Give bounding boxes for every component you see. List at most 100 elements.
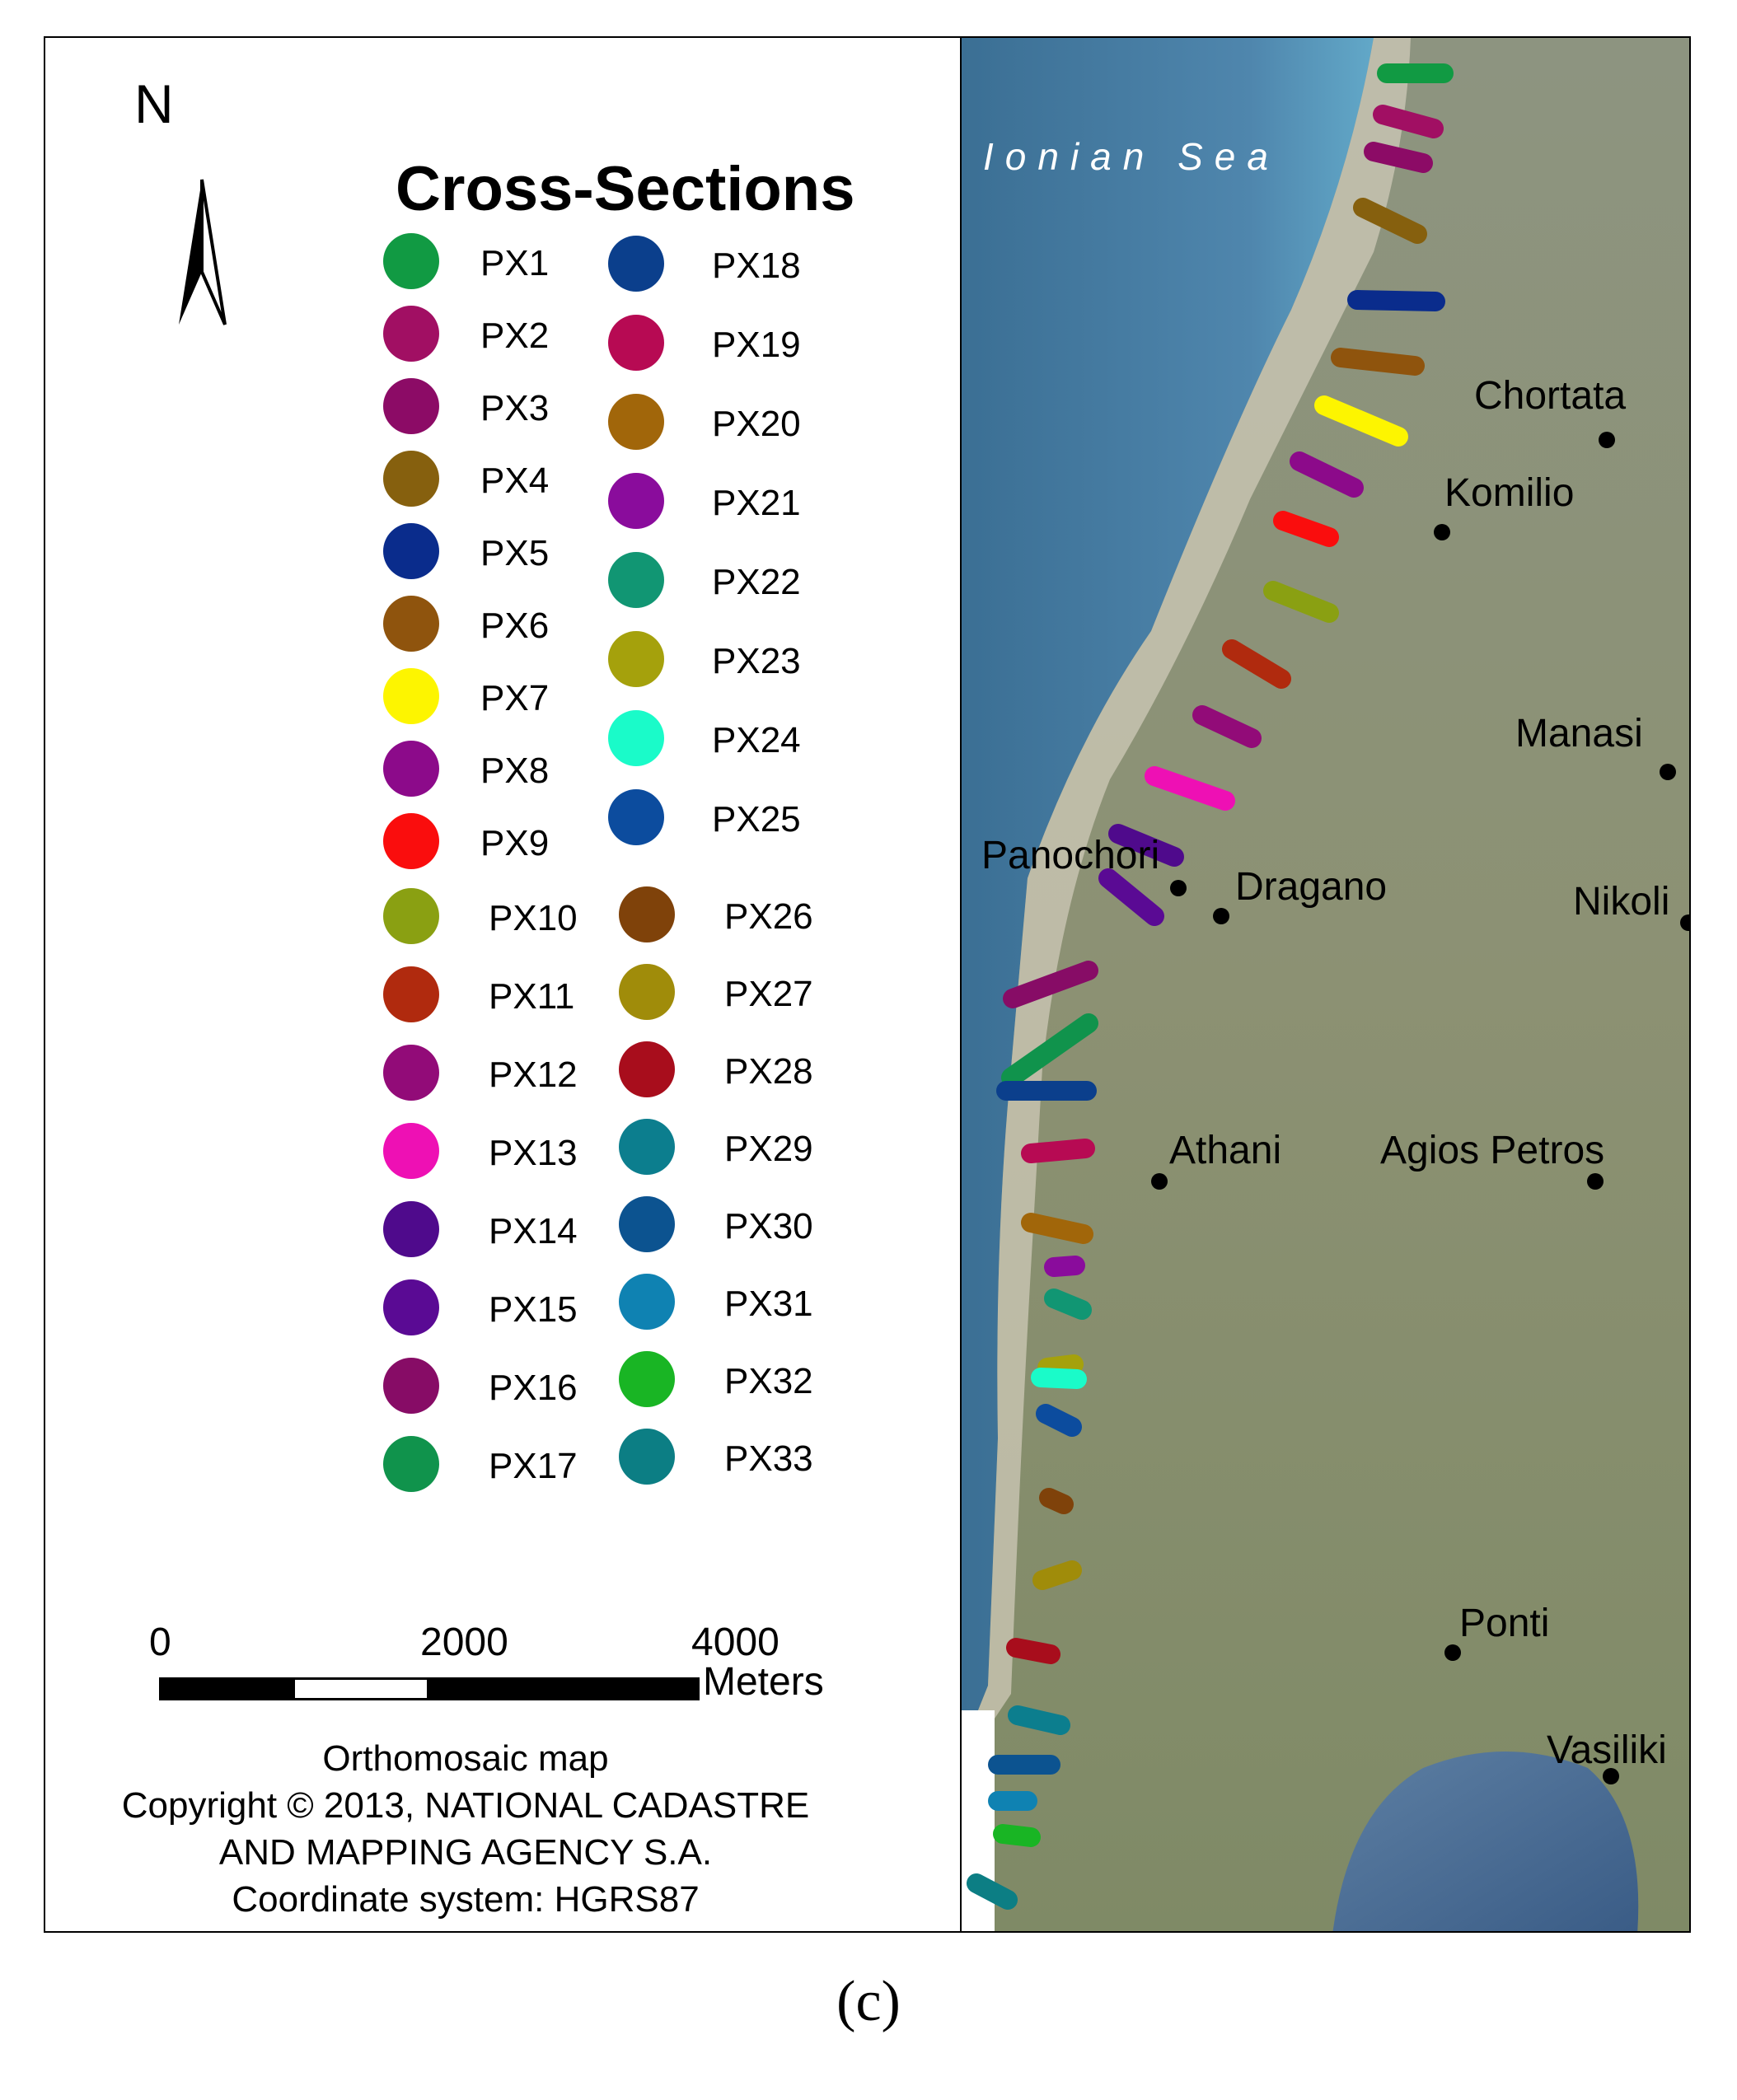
- legend-swatch: [383, 1201, 439, 1257]
- scale-segment: [159, 1677, 294, 1700]
- place-label: Ponti: [1459, 1602, 1549, 1645]
- legend-label: PX7: [480, 678, 550, 718]
- cross-section-px6: [1331, 348, 1425, 376]
- orthomosaic-map: Chortata Komilio Manasi Panochori Dragano Nik…: [960, 36, 1691, 1933]
- credit-line: AND MAPPING AGENCY S.A.: [218, 1832, 713, 1873]
- legend-swatch: [383, 741, 439, 797]
- legend-label: PX5: [480, 533, 550, 573]
- place-marker: [1170, 880, 1187, 896]
- place-label: Panochori: [981, 834, 1159, 877]
- legend-swatch: [383, 523, 439, 579]
- cross-section-px29: [1008, 1705, 1070, 1735]
- legend-label: PX18: [712, 246, 801, 286]
- legend-label: PX33: [724, 1438, 813, 1479]
- legend-label: PX17: [489, 1446, 578, 1486]
- place-marker: [1151, 1173, 1168, 1190]
- cross-section-px11: [1222, 639, 1291, 689]
- sea-label: Ionian Sea: [983, 135, 1280, 178]
- legend-label: PX6: [480, 606, 550, 646]
- place-label: Manasi: [1515, 712, 1643, 755]
- legend-label: PX9: [480, 823, 550, 863]
- place-label: Dragano: [1235, 865, 1387, 909]
- cross-section-px3: [1364, 142, 1433, 173]
- legend-swatch: [383, 813, 439, 869]
- place-label: Komilio: [1444, 471, 1574, 515]
- legend-swatch: [619, 964, 675, 1020]
- legend-label: PX8: [480, 751, 550, 791]
- cross-section-px9: [1273, 511, 1339, 547]
- legend-label: PX10: [489, 898, 578, 938]
- place-label: Vasiliki: [1547, 1728, 1667, 1772]
- scale-tick-label: 0: [149, 1621, 171, 1664]
- cross-section-px23: [1037, 1354, 1084, 1377]
- legend-label: PX1: [480, 243, 550, 283]
- legend-swatch: [383, 1045, 439, 1101]
- legend-label: PX32: [724, 1361, 813, 1401]
- legend-label: PX23: [712, 641, 801, 681]
- scale-tick-label: 4000: [691, 1621, 780, 1664]
- credit-line: Orthomosaic map: [322, 1738, 609, 1779]
- legend-swatch: [383, 1123, 439, 1179]
- legend-swatch: [619, 1196, 675, 1252]
- cross-section-px25: [1036, 1404, 1082, 1437]
- cross-section-px17: [1001, 1013, 1098, 1087]
- legend-label: PX22: [712, 562, 801, 602]
- legend-label: PX30: [724, 1206, 813, 1246]
- legend-label: PX16: [489, 1368, 578, 1408]
- legend-label: PX27: [724, 974, 813, 1014]
- places-layer: Chortata Komilio Manasi Panochori Dragano Nik…: [981, 374, 1689, 1784]
- legend-swatch: [608, 710, 664, 766]
- scale-tick-label: 2000: [420, 1621, 508, 1664]
- legend-label: PX19: [712, 325, 801, 365]
- legend-swatch: [383, 1358, 439, 1414]
- legend-swatch: [619, 1041, 675, 1097]
- cross-section-px24: [1031, 1368, 1087, 1389]
- legend-label: PX31: [724, 1284, 813, 1324]
- place-marker: [1660, 764, 1676, 780]
- legend-label: PX14: [489, 1211, 578, 1251]
- map-credits: Orthomosaic map Copyright © 2013, NATION…: [45, 1735, 886, 1923]
- legend-label: PX11: [489, 976, 575, 1017]
- place-marker: [1434, 524, 1450, 540]
- sea-area: [962, 38, 1374, 1752]
- legend-swatch: [608, 394, 664, 450]
- cross-section-px13: [1145, 766, 1235, 811]
- cross-section-px32: [993, 1824, 1041, 1847]
- legend-swatch: [608, 236, 664, 292]
- cross-section-px33: [967, 1873, 1018, 1910]
- cross-section-px28: [1006, 1638, 1060, 1664]
- legend-label: PX29: [724, 1129, 813, 1169]
- legend-swatch: [619, 1429, 675, 1485]
- legend-label: PX24: [712, 720, 801, 760]
- cross-section-px16: [1003, 961, 1098, 1008]
- scale-bar: 0 2000 4000 Meters: [149, 1620, 851, 1727]
- place-marker: [1599, 432, 1615, 448]
- cross-section-px5: [1347, 290, 1445, 311]
- legend-label: PX15: [489, 1289, 578, 1330]
- place-marker: [1444, 1644, 1461, 1661]
- legend-label: PX25: [712, 799, 801, 840]
- credit-line: Copyright © 2013, NATIONAL CADASTRE: [121, 1785, 810, 1826]
- cross-section-px27: [1032, 1560, 1082, 1590]
- cross-section-px7: [1314, 395, 1408, 447]
- cross-section-px19: [1021, 1139, 1095, 1163]
- cross-section-px8: [1290, 451, 1364, 498]
- cross-section-px20: [1021, 1213, 1093, 1244]
- place-marker: [1587, 1173, 1604, 1190]
- scale-segment: [428, 1677, 700, 1700]
- legend-label: PX12: [489, 1055, 578, 1095]
- cross-section-px14: [1108, 824, 1184, 867]
- place-label: Chortata: [1474, 374, 1626, 418]
- place-label: Nikoli: [1573, 880, 1669, 924]
- north-arrow-icon: [179, 179, 227, 325]
- place-label: Athani: [1169, 1129, 1281, 1172]
- legend-swatch: [619, 1274, 675, 1330]
- legend-label: PX3: [480, 388, 550, 428]
- legend-label: PX13: [489, 1133, 578, 1173]
- legend-swatch: [383, 888, 439, 944]
- cross-section-px12: [1192, 705, 1262, 748]
- legend-swatch: [608, 315, 664, 371]
- cross-sections-layer: [967, 63, 1454, 1910]
- cross-section-px22: [1044, 1289, 1092, 1320]
- legend-swatch: [608, 789, 664, 845]
